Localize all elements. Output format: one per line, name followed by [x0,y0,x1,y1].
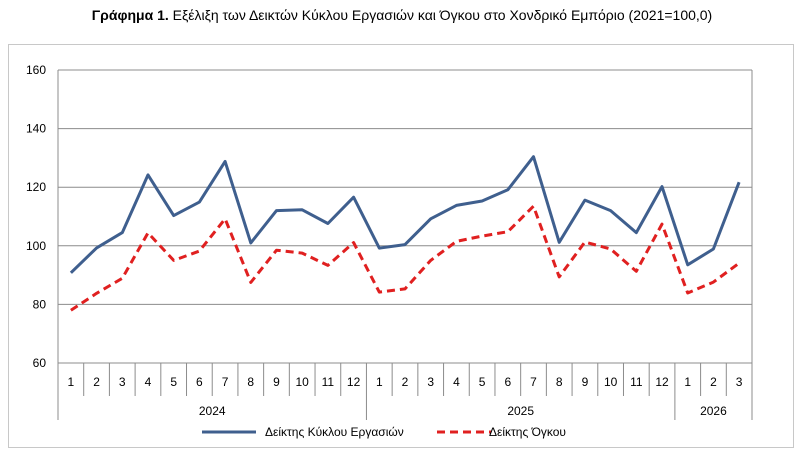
y-tick-label: 100 [26,239,46,253]
x-tick-label: 12 [347,375,361,389]
x-tick-label: 2 [710,375,717,389]
x-tick-label: 11 [630,375,643,389]
x-tick-label: 8 [556,375,563,389]
x-tick-label: 4 [145,375,152,389]
x-tick-label: 4 [453,375,460,389]
x-tick-label: 6 [504,375,511,389]
x-tick-label: 1 [376,375,383,389]
x-tick-label: 2 [93,375,100,389]
y-tick-label: 160 [26,63,46,77]
x-tick-label: 10 [296,375,310,389]
x-tick-label: 11 [322,375,335,389]
x-tick-label: 12 [655,375,669,389]
chart-title-text: Εξέλιξη των Δεικτών Κύκλου Εργασιών και … [172,7,713,23]
legend-label-2: Δείκτης Όγκου [489,425,566,439]
x-tick-label: 8 [247,375,254,389]
chart-title-prefix: Γράφημα 1. [91,7,169,23]
x-tick-label: 2 [402,375,409,389]
x-tick-label: 3 [427,375,434,389]
legend-label-1: Δείκτης Κύκλου Εργασιών [265,425,404,439]
x-tick-label: 6 [196,375,203,389]
x-tick-label: 9 [273,375,280,389]
chart-frame [8,44,794,448]
x-tick-label: 1 [68,375,75,389]
x-tick-label: 3 [119,375,126,389]
year-label: 2024 [199,404,226,418]
x-tick-label: 1 [684,375,691,389]
x-tick-label: 5 [479,375,486,389]
x-tick-label: 7 [222,375,229,389]
y-tick-label: 140 [26,122,46,136]
x-tick-label: 10 [604,375,618,389]
x-tick-label: 5 [170,375,177,389]
y-tick-label: 80 [33,297,47,311]
year-label: 2026 [700,404,727,418]
series-line-2 [70,204,740,312]
x-tick-label: 7 [530,375,537,389]
x-tick-label: 9 [582,375,589,389]
y-tick-label: 120 [26,180,46,194]
x-tick-label: 3 [736,375,743,389]
series-line-1 [69,155,741,274]
y-tick-label: 60 [33,356,47,370]
chart-title: Γράφημα 1. Εξέλιξη των Δεικτών Κύκλου Ερ… [0,7,804,23]
year-label: 2025 [507,404,534,418]
